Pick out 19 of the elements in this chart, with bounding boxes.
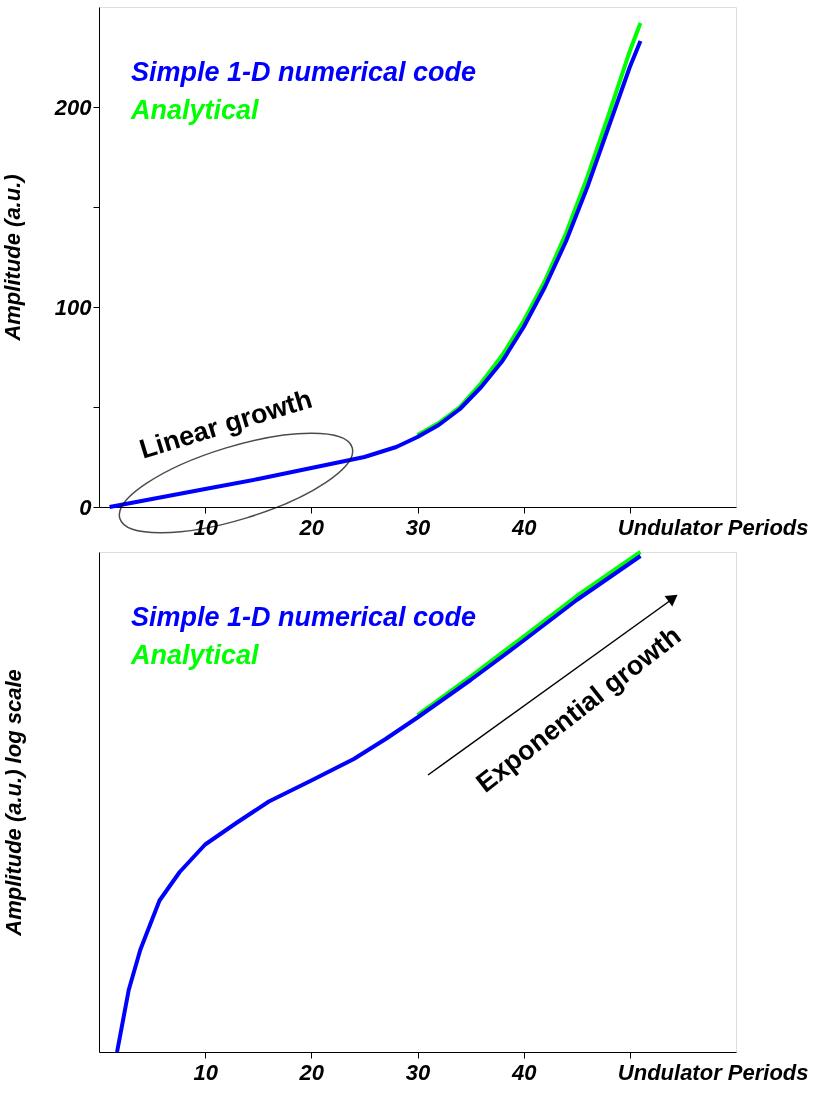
text: Analytical <box>130 95 260 125</box>
x-tick-label: 40 <box>510 1059 538 1085</box>
x-tick-label: 10 <box>193 1059 219 1085</box>
x-tick-label: 40 <box>510 514 538 540</box>
y-tick-label: 100 <box>54 294 93 320</box>
line-series <box>107 39 643 509</box>
x-tick-label: 30 <box>405 514 431 540</box>
x-axis-title: Undulator Periods <box>617 514 809 540</box>
y-tick-label: 0 <box>79 494 93 520</box>
y-axis-title: Amplitude (a.u.) log scale <box>0 669 26 937</box>
x-tick-label: 20 <box>298 1059 325 1085</box>
y-tick-label: 200 <box>53 94 93 120</box>
x-axis-title: Undulator Periods <box>617 1059 809 1085</box>
x-tick-label: 20 <box>298 514 325 540</box>
text: Analytical <box>130 640 260 670</box>
y-axis-title: Amplitude (a.u.) <box>0 174 25 342</box>
x-tick-label: 30 <box>405 1059 431 1085</box>
text: Simple 1-D numerical code <box>131 57 477 87</box>
series-label: Simple 1-D numerical code <box>131 602 477 632</box>
